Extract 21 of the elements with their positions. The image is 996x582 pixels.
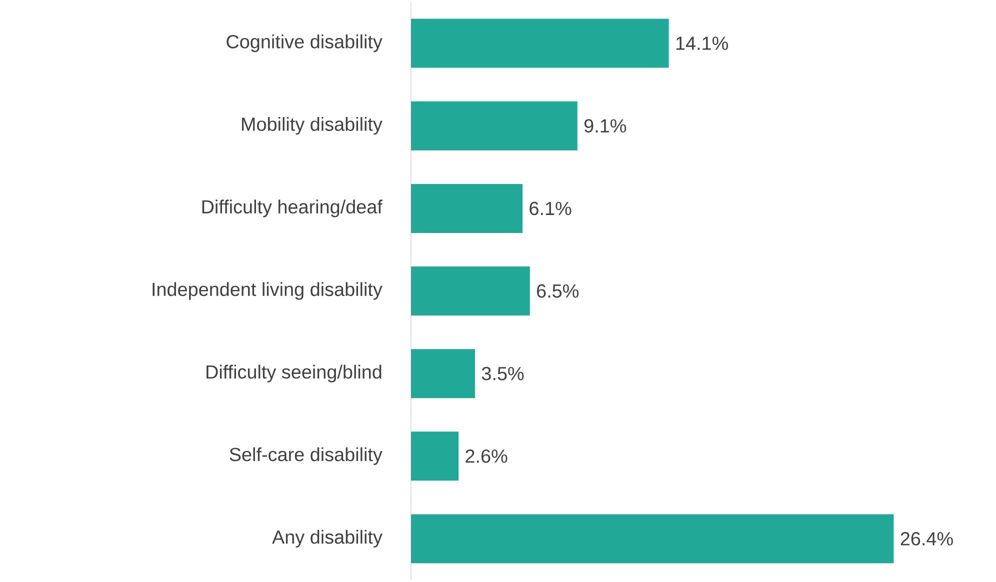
- bar: [411, 18, 669, 68]
- bar: [411, 514, 894, 564]
- data-label: 9.1%: [584, 119, 626, 133]
- bar: [411, 184, 523, 233]
- data-label: 2.6%: [466, 449, 508, 463]
- y-tick-label: Cognitive disability: [226, 34, 382, 52]
- data-label: 3.5%: [482, 366, 524, 380]
- y-tick-label: Any disability: [272, 530, 382, 548]
- data-label: 6.5%: [536, 284, 579, 298]
- bar: [411, 349, 475, 398]
- y-tick-label: Self-care disability: [230, 447, 382, 465]
- data-label: 26.4%: [900, 532, 953, 546]
- bar: [411, 266, 530, 316]
- data-label: 6.1%: [530, 202, 572, 216]
- y-tick-label: Difficulty hearing/deaf: [202, 200, 382, 218]
- y-tick-label: Mobility disability: [242, 117, 382, 135]
- data-label: 14.1%: [676, 36, 728, 50]
- y-tick-label: Independent living disability: [152, 282, 382, 300]
- bar: [411, 432, 459, 481]
- bar: [411, 101, 578, 150]
- y-tick-label: Difficulty seeing/blind: [206, 364, 382, 382]
